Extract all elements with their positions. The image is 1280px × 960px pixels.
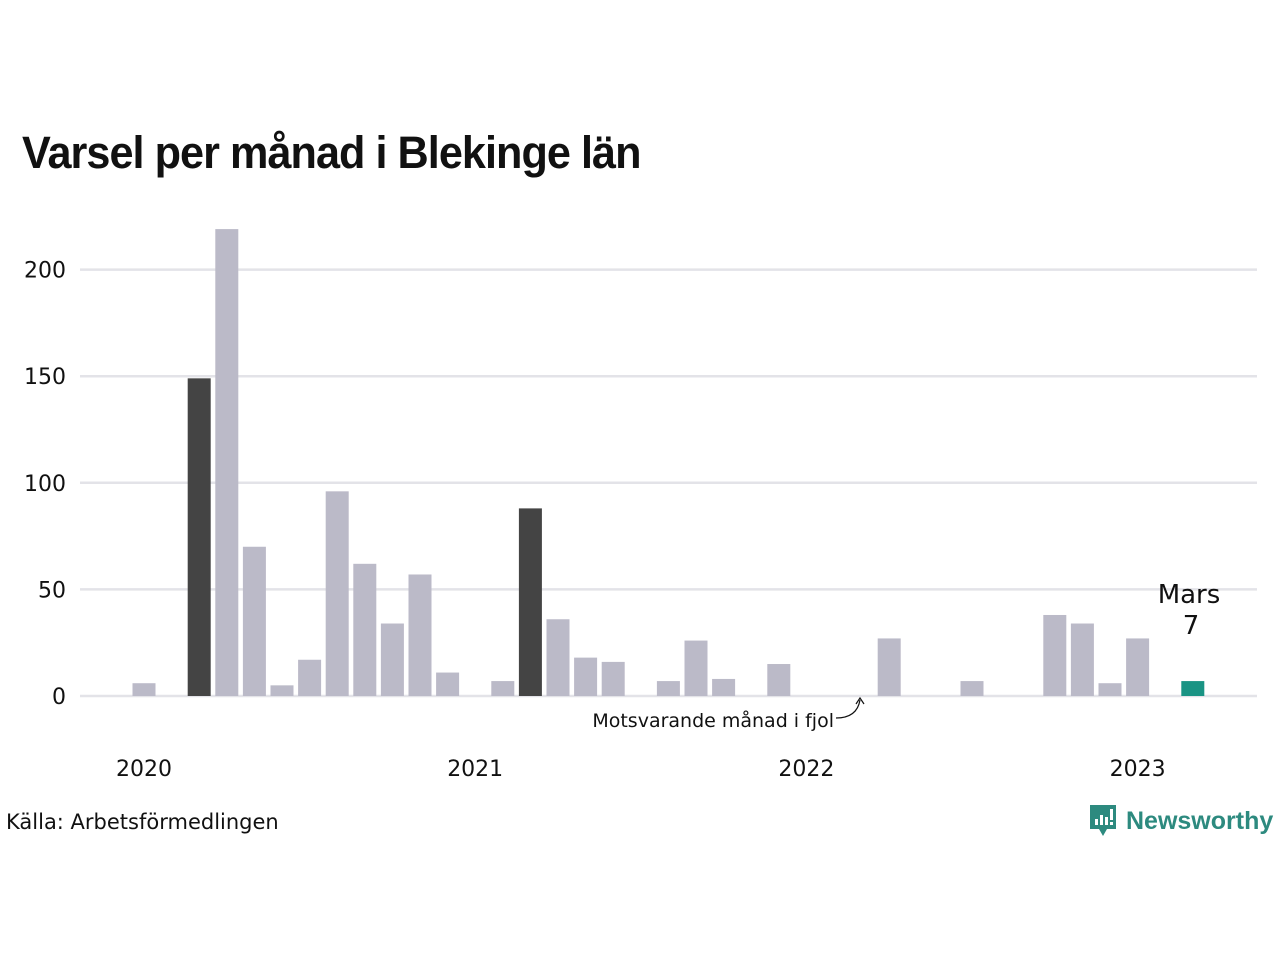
current-value-label: 7 [1183, 611, 1200, 641]
bar-2021-09 [684, 640, 708, 696]
bar-2021-10 [712, 678, 736, 696]
current-month-label: Mars [1158, 580, 1221, 610]
bar-2020-12 [436, 672, 460, 696]
bar-2022-07 [960, 681, 984, 696]
bar-2021-06 [601, 661, 625, 696]
bar-2021-05 [574, 657, 598, 696]
bar-2021-08 [656, 681, 680, 696]
bar-2020-03 [187, 378, 211, 696]
brand-name: Newsworthy [1126, 806, 1274, 835]
bar-2020-04 [215, 229, 239, 697]
y-tick-label: 100 [24, 472, 66, 497]
x-axis-labels: 2020 2021 2022 2023 [116, 757, 1166, 782]
newsworthy-logo: Newsworthy [1088, 803, 1273, 839]
bar-2020-05 [242, 546, 266, 696]
x-tick-label: 2023 [1110, 757, 1166, 782]
annotation-arrow [835, 699, 861, 719]
y-tick-label: 0 [52, 685, 66, 710]
annotations: Mars 7 Motsvarande månad i fjol [592, 580, 1220, 732]
bar-2023-03 [1181, 681, 1205, 696]
bar-2020-01 [132, 683, 156, 696]
x-tick-label: 2020 [116, 757, 172, 782]
bar-2020-10 [380, 623, 404, 696]
bar-2020-07 [298, 659, 322, 696]
bar-2022-10 [1043, 614, 1067, 696]
bar-2020-09 [353, 563, 377, 696]
chart-title: Varsel per månad i Blekinge län [22, 127, 641, 178]
bar-2021-03 [518, 508, 542, 696]
bar-2021-12 [767, 664, 791, 696]
annotation-arrowhead [855, 696, 865, 705]
x-tick-label: 2021 [447, 757, 503, 782]
bar-2022-04 [877, 638, 901, 696]
bar-2023-01 [1126, 638, 1150, 696]
bar-2022-12 [1098, 683, 1122, 696]
bar-2021-02 [491, 681, 515, 696]
y-tick-label: 200 [24, 259, 66, 284]
bar-2020-06 [270, 685, 294, 696]
bar-2020-08 [325, 491, 349, 696]
bar-2022-11 [1070, 623, 1094, 696]
source-text: Källa: Arbetsförmedlingen [6, 810, 279, 834]
y-tick-label: 150 [24, 365, 66, 390]
bar-2021-04 [546, 619, 570, 696]
x-tick-label: 2022 [778, 757, 834, 782]
y-axis-labels: 0 50 100 150 200 [24, 259, 66, 710]
bar-2020-11 [408, 574, 432, 696]
last-year-annotation: Motsvarande månad i fjol [592, 709, 834, 732]
newsworthy-logo-icon [1090, 805, 1116, 836]
bars [132, 229, 1205, 697]
y-tick-label: 50 [38, 578, 66, 603]
